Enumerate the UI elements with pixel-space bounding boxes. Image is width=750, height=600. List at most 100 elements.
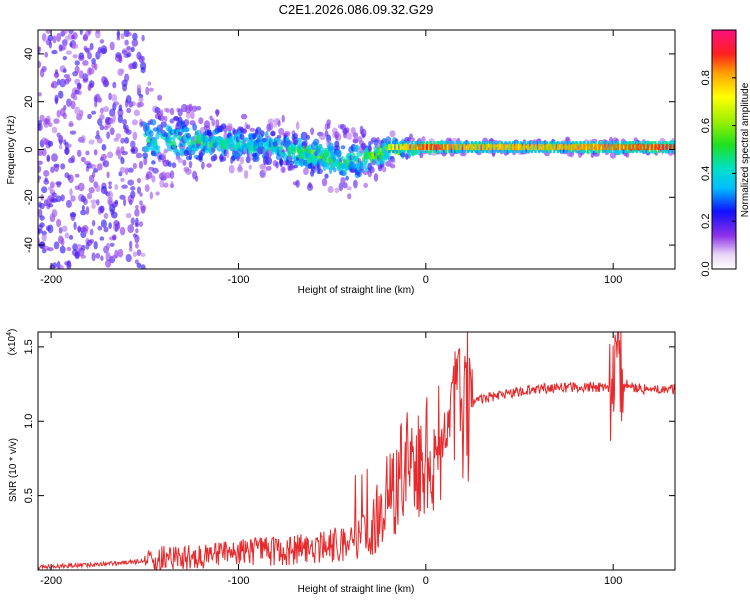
heatmap-cell: [96, 137, 103, 144]
spectrogram-x-axis: -200 -100 0 100: [40, 30, 622, 286]
heatmap-carrier-cell: [598, 144, 601, 151]
heatmap-cell: [72, 32, 78, 40]
heatmap-cell: [64, 232, 70, 239]
heatmap-cell: [91, 110, 97, 115]
heatmap-cell: [139, 192, 143, 197]
y-tick-label: 40: [23, 48, 35, 60]
colorbar-tick-label: 0.2: [700, 214, 712, 229]
heatmap-cell: [80, 254, 87, 259]
heatmap-carrier-edge: [512, 141, 515, 145]
heatmap-cell: [85, 150, 90, 156]
heatmap-carrier-cell: [631, 144, 635, 151]
heatmap-carrier-cell: [444, 144, 447, 151]
heatmap-cell: [95, 30, 101, 39]
heatmap-cell: [79, 30, 83, 36]
heatmap-cell: [188, 160, 193, 169]
heatmap-carrier-cell: [665, 144, 668, 151]
heatmap-cell: [225, 149, 230, 159]
heatmap-cell: [124, 137, 130, 144]
heatmap-cell: [389, 130, 396, 138]
heatmap-carrier-edge: [572, 141, 575, 145]
heatmap-cell: [39, 222, 45, 228]
heatmap-cell: [324, 173, 329, 179]
heatmap-cell: [38, 46, 42, 51]
heatmap-cell: [129, 101, 136, 107]
heatmap-cell: [228, 164, 235, 174]
heatmap-cell: [44, 177, 48, 182]
heatmap-cell: [389, 158, 396, 164]
heatmap-carrier-edge: [474, 150, 477, 154]
heatmap-cell: [86, 192, 93, 200]
heatmap-cell: [140, 67, 146, 74]
heatmap-cell: [99, 39, 105, 44]
heatmap-cell: [267, 118, 275, 125]
heatmap-cell: [44, 51, 48, 58]
heatmap-cell: [262, 137, 268, 143]
heatmap-cell: [120, 177, 125, 182]
heatmap-carrier-edge: [594, 141, 597, 145]
heatmap-cell: [117, 108, 124, 117]
heatmap-cell: [78, 182, 85, 192]
heatmap-cell: [62, 68, 67, 73]
x-tick-label: 100: [604, 274, 622, 286]
heatmap-carrier-edge: [643, 141, 646, 145]
heatmap-cell: [185, 168, 192, 175]
heatmap-cell: [149, 130, 154, 138]
heatmap-cell: [78, 55, 85, 61]
heatmap-carrier-edge: [433, 150, 436, 154]
y-tick-label: 20: [23, 96, 35, 108]
heatmap-cell: [105, 259, 112, 268]
heatmap-cell: [255, 126, 262, 135]
heatmap-cell: [92, 171, 96, 178]
heatmap-cell: [319, 133, 326, 141]
heatmap-cell: [295, 179, 300, 188]
heatmap-cell: [87, 52, 92, 60]
heatmap-cell: [72, 54, 78, 59]
heatmap-cell: [93, 168, 99, 173]
heatmap-cell: [268, 122, 274, 131]
heatmap-cell: [125, 129, 132, 135]
heatmap-carrier-edge: [560, 141, 563, 145]
heatmap-cell: [101, 144, 107, 151]
heatmap-carrier-edge: [560, 150, 563, 154]
heatmap-carrier-cell: [508, 144, 511, 151]
heatmap-cell: [103, 77, 109, 87]
heatmap-carrier-edge: [650, 150, 653, 154]
heatmap-carrier-cell: [388, 144, 391, 151]
heatmap-carrier-edge: [635, 141, 638, 145]
heatmap-cell: [132, 61, 138, 70]
heatmap-cell: [69, 188, 73, 197]
heatmap-carrier-edge: [654, 150, 657, 154]
heatmap-cell: [66, 143, 72, 149]
heatmap-carrier-edge: [643, 150, 646, 154]
heatmap-carrier-edge: [515, 141, 518, 145]
heatmap-cell: [171, 162, 177, 169]
heatmap-cell: [89, 239, 94, 244]
heatmap-cell: [288, 165, 295, 171]
heatmap-carrier-edge: [624, 141, 627, 145]
heatmap-carrier-edge: [620, 150, 623, 154]
heatmap-cell: [122, 83, 128, 92]
heatmap-carrier-cell: [658, 144, 661, 151]
heatmap-cell: [41, 233, 47, 242]
heatmap-carrier-edge: [669, 141, 672, 145]
heatmap-cell: [312, 165, 316, 174]
heatmap-carrier-edge: [575, 150, 578, 154]
heatmap-cell: [187, 105, 194, 112]
y-tick-label: -20: [23, 189, 35, 205]
heatmap-cell: [336, 150, 342, 158]
heatmap-carrier-edge: [594, 150, 597, 154]
heatmap-carrier-edge: [433, 141, 436, 145]
heatmap-cell: [151, 175, 156, 183]
heatmap-carrier-cell: [519, 144, 522, 151]
heatmap-carrier-edge: [410, 141, 413, 145]
heatmap-cell: [132, 32, 138, 41]
heatmap-cell: [399, 151, 406, 158]
heatmap-cell: [111, 94, 118, 102]
heatmap-carrier-edge: [395, 141, 398, 145]
heatmap-cell: [108, 222, 112, 230]
heatmap-cell: [131, 146, 139, 154]
heatmap-cell: [226, 123, 233, 131]
heatmap-cell: [52, 192, 57, 198]
heatmap-cell: [58, 90, 64, 99]
